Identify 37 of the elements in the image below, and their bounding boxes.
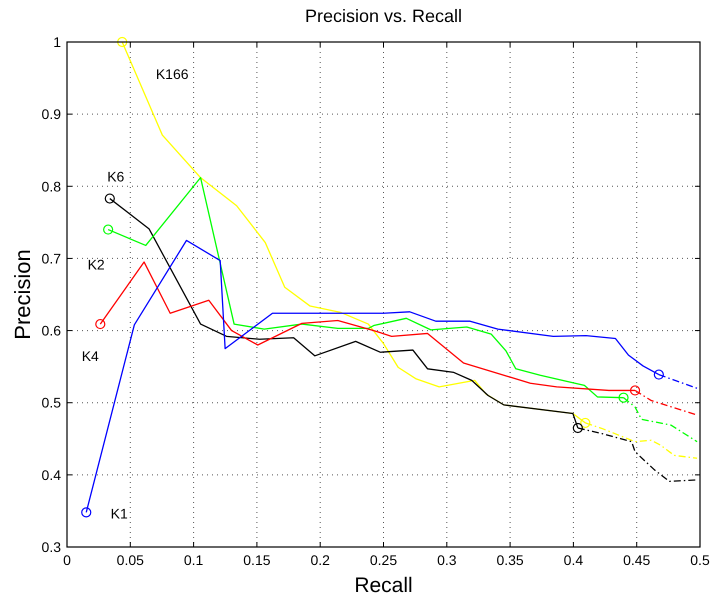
x-tick-label: 0.15 <box>243 552 271 568</box>
point <box>572 422 583 434</box>
x-tick-label: 0.1 <box>184 552 204 568</box>
series-label: K2 <box>88 256 105 273</box>
y-tick-label: 0.8 <box>42 178 62 194</box>
x-tick-label: 0.4 <box>564 552 584 568</box>
x-tick-label: 0 <box>63 552 72 568</box>
chart-title: Precision vs. Recall <box>304 6 462 26</box>
point <box>81 507 92 518</box>
point <box>103 224 114 235</box>
point <box>654 369 664 380</box>
x-tick-label: 0.3 <box>437 552 457 568</box>
y-tick-label: 0.7 <box>42 250 62 266</box>
point <box>95 318 106 330</box>
y-tick-label: 0.5 <box>42 394 62 411</box>
x-tick-label: 0.35 <box>496 552 524 568</box>
y-tick-label: 0.6 <box>42 322 62 339</box>
y-tick-label: 0.4 <box>42 466 62 483</box>
y-tick-label: 0.3 <box>42 539 62 555</box>
y-axis-title: Precision <box>10 249 35 340</box>
x-tick-label: 0.05 <box>116 552 144 568</box>
y-tick-label: 0.9 <box>42 106 62 122</box>
series-label: K166 <box>156 66 189 82</box>
x-axis-title: Recall <box>354 574 413 597</box>
point <box>117 36 128 48</box>
y-tick-label: 1 <box>53 34 62 50</box>
series-label: K1 <box>110 505 128 522</box>
point <box>104 193 115 204</box>
point <box>580 418 590 428</box>
series-label: K6 <box>107 168 125 185</box>
point <box>630 385 640 396</box>
x-tick-label: 0.25 <box>370 552 398 568</box>
point <box>618 392 629 403</box>
x-tick-label: 0.2 <box>310 552 330 568</box>
x-tick-label: 0.45 <box>623 552 651 568</box>
x-tick-label: 0.5 <box>690 552 710 568</box>
series-label: K4 <box>82 348 100 364</box>
